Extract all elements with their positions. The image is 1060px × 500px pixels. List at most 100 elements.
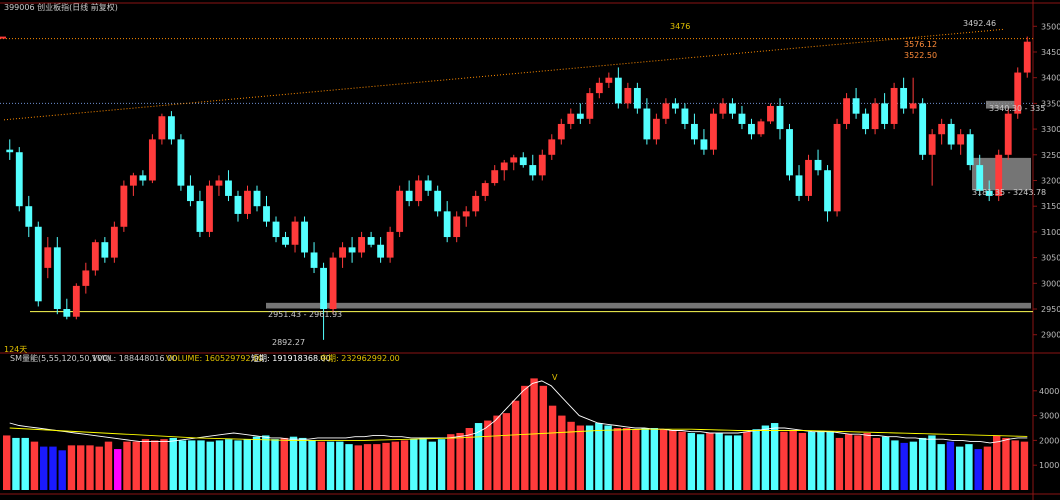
volume-bar[interactable] bbox=[40, 446, 48, 490]
volume-bar[interactable] bbox=[604, 425, 612, 490]
volume-bar[interactable] bbox=[641, 428, 649, 490]
volume-bar[interactable] bbox=[696, 434, 705, 490]
volume-bar[interactable] bbox=[650, 428, 659, 490]
volume-bar[interactable] bbox=[632, 429, 640, 490]
volume-bar[interactable] bbox=[299, 437, 307, 490]
candle[interactable] bbox=[824, 165, 831, 222]
candle[interactable] bbox=[548, 134, 556, 160]
candle[interactable] bbox=[805, 154, 812, 202]
candle[interactable] bbox=[500, 159, 508, 181]
candle[interactable] bbox=[529, 154, 537, 181]
volume-bar[interactable] bbox=[400, 440, 409, 490]
volume-bar[interactable] bbox=[567, 421, 575, 490]
volume-bar[interactable] bbox=[743, 431, 751, 490]
candle[interactable] bbox=[101, 237, 109, 263]
volume-bar[interactable] bbox=[178, 440, 187, 490]
candle[interactable] bbox=[405, 180, 413, 207]
candle[interactable] bbox=[82, 262, 90, 294]
candle[interactable] bbox=[367, 231, 375, 248]
candle[interactable] bbox=[177, 134, 185, 191]
volume-bar[interactable] bbox=[576, 425, 585, 490]
candle[interactable] bbox=[320, 262, 327, 340]
volume-bar[interactable] bbox=[891, 440, 899, 490]
volume-bar[interactable] bbox=[447, 434, 455, 490]
candle[interactable] bbox=[966, 129, 974, 171]
volume-bar[interactable] bbox=[724, 435, 733, 490]
candle[interactable] bbox=[339, 242, 347, 268]
volume-bar[interactable] bbox=[86, 445, 94, 490]
candle[interactable] bbox=[120, 180, 128, 232]
volume-bar[interactable] bbox=[437, 439, 446, 490]
volume-bar[interactable] bbox=[419, 437, 427, 490]
candle[interactable] bbox=[1023, 36, 1031, 78]
volume-bar[interactable] bbox=[539, 385, 548, 490]
volume-bar[interactable] bbox=[918, 437, 927, 490]
candle[interactable] bbox=[852, 87, 860, 119]
volume-bar[interactable] bbox=[234, 440, 242, 490]
volume-bar[interactable] bbox=[770, 423, 779, 490]
candle[interactable] bbox=[786, 123, 793, 181]
volume-bar[interactable] bbox=[151, 440, 159, 490]
volume-bar[interactable] bbox=[160, 439, 168, 490]
volume-bar[interactable] bbox=[826, 431, 834, 490]
candle[interactable] bbox=[652, 113, 660, 145]
candle[interactable] bbox=[282, 231, 289, 248]
candle[interactable] bbox=[110, 221, 118, 263]
candle[interactable] bbox=[15, 147, 23, 212]
candle[interactable] bbox=[557, 118, 565, 145]
candle[interactable] bbox=[624, 82, 632, 109]
volume-bar[interactable] bbox=[474, 423, 483, 490]
volume-bar[interactable] bbox=[881, 436, 890, 490]
volume-bar[interactable] bbox=[752, 429, 760, 490]
candle[interactable] bbox=[671, 98, 679, 114]
candle[interactable] bbox=[519, 152, 527, 168]
volume-bar[interactable] bbox=[854, 435, 862, 490]
candle[interactable] bbox=[301, 216, 308, 258]
volume-bar[interactable] bbox=[493, 415, 501, 490]
volume-bar[interactable] bbox=[1002, 437, 1010, 490]
volume-bar[interactable] bbox=[613, 428, 622, 490]
candle[interactable] bbox=[995, 149, 1003, 202]
candle[interactable] bbox=[44, 237, 52, 279]
volume-bar[interactable] bbox=[706, 432, 714, 490]
volume-bar[interactable] bbox=[548, 405, 557, 490]
volume-bar[interactable] bbox=[206, 441, 214, 490]
volume-bar[interactable] bbox=[946, 441, 955, 490]
volume-bar[interactable] bbox=[326, 441, 335, 490]
candle[interactable] bbox=[434, 185, 442, 217]
volume-bar[interactable] bbox=[345, 444, 353, 490]
candle[interactable] bbox=[377, 237, 385, 263]
volume-bar[interactable] bbox=[521, 385, 529, 490]
candle[interactable] bbox=[358, 231, 366, 258]
candle[interactable] bbox=[795, 165, 803, 202]
volume-bar[interactable] bbox=[817, 430, 825, 490]
volume-bar[interactable] bbox=[983, 446, 992, 490]
candle[interactable] bbox=[614, 67, 622, 109]
candle[interactable] bbox=[833, 118, 841, 217]
candle[interactable] bbox=[510, 154, 518, 171]
candle[interactable] bbox=[776, 98, 784, 140]
volume-bar[interactable] bbox=[262, 435, 270, 490]
volume-bar[interactable] bbox=[1020, 441, 1029, 490]
candle[interactable] bbox=[6, 139, 14, 160]
candle[interactable] bbox=[957, 129, 965, 155]
volume-bar[interactable] bbox=[354, 445, 362, 490]
volume-bar[interactable] bbox=[974, 449, 982, 490]
volume-bar[interactable] bbox=[336, 441, 344, 490]
volume-bar[interactable] bbox=[484, 420, 492, 490]
candle[interactable] bbox=[234, 190, 242, 222]
candle[interactable] bbox=[215, 175, 223, 196]
candle[interactable] bbox=[814, 149, 822, 176]
candle[interactable] bbox=[462, 206, 470, 227]
volume-bar[interactable] bbox=[58, 450, 66, 490]
volume-bar[interactable] bbox=[271, 439, 279, 490]
candle[interactable] bbox=[158, 113, 166, 145]
volume-bar[interactable] bbox=[188, 440, 196, 490]
candle[interactable] bbox=[662, 98, 670, 124]
volume-bar[interactable] bbox=[992, 435, 1001, 490]
candle[interactable] bbox=[386, 226, 394, 263]
volume-bar[interactable] bbox=[30, 441, 39, 490]
candle[interactable] bbox=[605, 72, 613, 88]
volume-bar[interactable] bbox=[12, 437, 20, 490]
volume-bar[interactable] bbox=[928, 435, 936, 490]
